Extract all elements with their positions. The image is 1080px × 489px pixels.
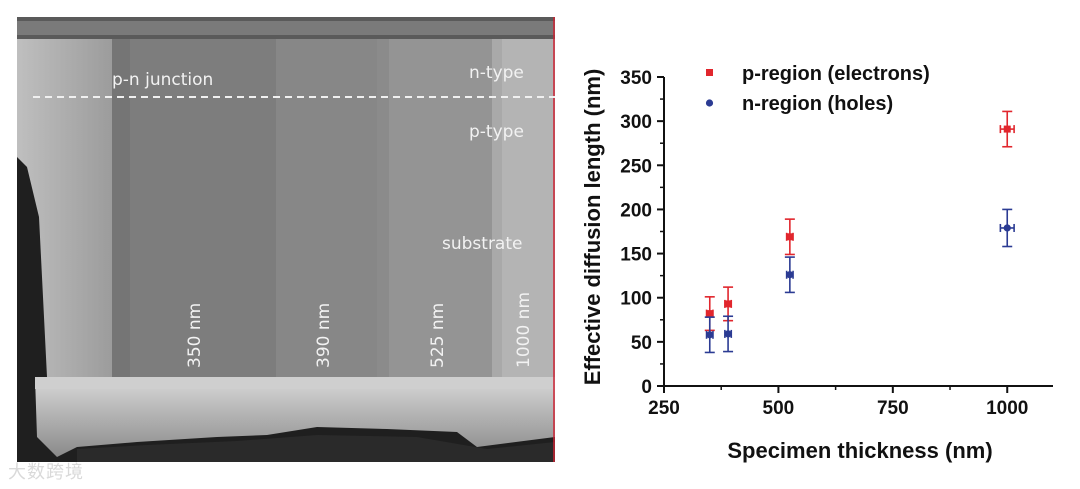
- y-tick-label: 50: [631, 333, 652, 354]
- data-point: [723, 286, 734, 322]
- square-marker: [1003, 125, 1011, 133]
- legend-item: n-region (holes): [705, 93, 893, 115]
- substrate-label: substrate: [442, 234, 522, 254]
- y-axis-label: Effective diffusion length (nm): [580, 69, 605, 386]
- chart-legend: p-region (electrons) n-region (holes): [705, 63, 930, 115]
- legend-circle-marker: [705, 99, 714, 107]
- watermark: 大数跨境: [8, 462, 84, 483]
- p-type-label: p-type: [469, 122, 524, 142]
- x-tick-label: 1000: [986, 398, 1028, 419]
- data-point: [999, 110, 1015, 148]
- x-axis-label: Specimen thickness (nm): [727, 438, 992, 463]
- n-type-label: n-type: [469, 63, 524, 83]
- circle-marker: [786, 271, 794, 279]
- data-point: [704, 316, 715, 354]
- series-p-region: [704, 110, 1015, 332]
- legend-item: p-region (electrons): [706, 63, 930, 85]
- square-marker: [706, 310, 714, 318]
- y-tick-label: 100: [620, 289, 652, 310]
- series-n-region: [704, 208, 1015, 354]
- y-tick-label: 300: [620, 112, 652, 133]
- x-tick-label: 750: [877, 398, 909, 419]
- circle-marker: [706, 331, 714, 339]
- circle-marker: [724, 330, 732, 338]
- square-marker: [786, 233, 794, 241]
- data-point: [723, 315, 734, 353]
- y-tick-label: 150: [620, 245, 652, 266]
- y-tick-label: 0: [641, 377, 652, 398]
- thickness-label-390: 390 nm: [314, 303, 334, 368]
- legend-label: n-region (holes): [742, 93, 893, 115]
- chart-axes: 250 500 750 1000 0 50 100 150 200 250 300 350: [620, 68, 1053, 419]
- data-point: [999, 208, 1015, 248]
- circle-marker: [1003, 224, 1011, 232]
- thickness-label-350: 350 nm: [185, 303, 205, 368]
- square-marker: [724, 300, 732, 308]
- diffusion-length-chart: 250 500 750 1000 0 50 100 150 200 250 300 350 p-reg…: [570, 20, 1075, 480]
- data-point: [784, 218, 795, 256]
- thickness-label-1000: 1000 nm: [514, 292, 534, 368]
- legend-square-marker: [706, 69, 713, 76]
- y-tick-label: 250: [620, 156, 652, 177]
- chart-marks: [704, 110, 1015, 354]
- sem-image: p-n junction n-type p-type substrate 350…: [17, 17, 555, 462]
- y-tick-label: 350: [620, 68, 652, 89]
- pn-junction-label: p-n junction: [112, 70, 213, 90]
- legend-label: p-region (electrons): [742, 63, 930, 85]
- y-tick-label: 200: [620, 200, 652, 221]
- data-point: [784, 256, 795, 294]
- x-tick-label: 250: [648, 398, 680, 419]
- thickness-label-525: 525 nm: [428, 303, 448, 368]
- x-tick-label: 500: [763, 398, 795, 419]
